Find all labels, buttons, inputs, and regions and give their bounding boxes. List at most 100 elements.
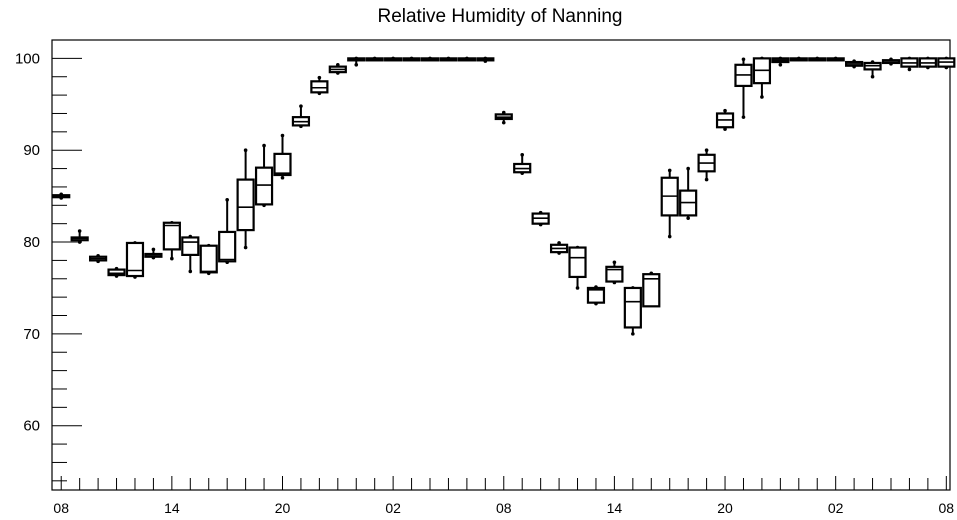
box xyxy=(845,59,864,69)
box-max-marker xyxy=(686,166,690,171)
box-max-marker xyxy=(243,148,248,153)
box xyxy=(162,220,181,261)
box-max-marker xyxy=(612,260,617,265)
box-iqr xyxy=(254,166,274,206)
box xyxy=(881,57,901,66)
box-max-marker xyxy=(77,229,82,233)
box-max-marker xyxy=(225,197,229,202)
box-iqr xyxy=(586,286,606,304)
box xyxy=(273,133,292,180)
x-tick-label: 20 xyxy=(717,500,733,516)
box-max-marker xyxy=(151,247,156,252)
box-min-marker xyxy=(870,74,875,79)
box-min-marker xyxy=(354,62,359,67)
box-iqr xyxy=(107,268,126,277)
box xyxy=(660,168,679,239)
y-tick-label: 100 xyxy=(15,50,40,67)
box xyxy=(236,148,255,250)
x-tick-label: 02 xyxy=(828,500,844,516)
box xyxy=(144,247,163,260)
box-iqr xyxy=(623,286,642,329)
box-iqr xyxy=(310,80,329,94)
box xyxy=(900,56,919,72)
box-min-marker xyxy=(501,120,506,125)
box xyxy=(365,56,384,62)
x-axis: 08 14 20 02 08 14 20 02 08 xyxy=(53,476,954,516)
plot-frame xyxy=(51,39,951,491)
y-tick-label: 70 xyxy=(23,326,40,343)
box xyxy=(586,285,606,306)
box xyxy=(52,192,71,200)
box xyxy=(347,56,366,67)
chart-title: Relative Humidity of Nanning xyxy=(377,6,622,27)
box-min-marker xyxy=(243,245,248,250)
box xyxy=(771,56,790,67)
box xyxy=(199,243,218,276)
box-min-marker xyxy=(280,175,285,180)
box xyxy=(125,241,145,279)
box xyxy=(734,57,753,119)
box-iqr xyxy=(642,273,661,308)
box xyxy=(254,143,274,208)
box xyxy=(752,56,772,99)
box xyxy=(715,108,735,131)
box xyxy=(531,210,550,227)
box xyxy=(384,56,403,62)
box xyxy=(937,56,956,70)
box xyxy=(826,56,845,62)
x-tick-label: 02 xyxy=(385,500,401,516)
box xyxy=(439,56,458,62)
box-iqr xyxy=(125,241,145,278)
box-max-marker xyxy=(262,143,266,148)
box-min-marker xyxy=(741,115,746,119)
box xyxy=(218,197,237,265)
box-iqr xyxy=(218,230,237,263)
box-max-marker xyxy=(667,168,672,173)
box xyxy=(494,110,513,125)
box-min-marker xyxy=(778,62,783,67)
box xyxy=(476,56,495,63)
box-max-marker xyxy=(280,133,285,138)
x-tick-label: 20 xyxy=(275,500,291,516)
y-tick-label: 80 xyxy=(23,234,40,251)
x-tick-label: 14 xyxy=(607,500,623,516)
box-iqr xyxy=(568,246,587,279)
box-min-marker xyxy=(760,95,764,99)
x-tick-label: 08 xyxy=(939,500,955,516)
box xyxy=(457,56,476,62)
box xyxy=(918,56,937,70)
box-iqr xyxy=(162,221,181,251)
x-tick-label: 08 xyxy=(496,500,512,516)
box-min-marker xyxy=(907,67,912,72)
box xyxy=(679,166,698,220)
box xyxy=(70,229,89,244)
box-max-marker xyxy=(299,104,303,108)
box xyxy=(181,234,200,274)
box xyxy=(623,286,642,336)
box xyxy=(697,148,716,182)
box-iqr xyxy=(605,265,624,283)
box-max-marker xyxy=(317,75,322,80)
y-tick-label: 60 xyxy=(23,418,40,435)
box xyxy=(88,254,108,264)
box-series xyxy=(52,56,956,336)
box-iqr xyxy=(181,236,200,256)
box xyxy=(328,62,347,75)
box-max-marker xyxy=(704,148,709,153)
box xyxy=(549,241,569,255)
box xyxy=(107,266,126,278)
box-min-marker xyxy=(188,269,193,274)
box-max-marker xyxy=(741,57,746,62)
box-max-marker xyxy=(520,152,525,157)
box xyxy=(605,260,624,285)
box xyxy=(420,56,440,62)
box xyxy=(513,152,532,175)
box-iqr xyxy=(236,178,255,232)
x-tick-label: 08 xyxy=(53,500,69,516)
box xyxy=(402,56,421,62)
box xyxy=(642,271,661,308)
y-tick-label: 90 xyxy=(23,142,40,159)
box-min-marker xyxy=(686,216,690,220)
